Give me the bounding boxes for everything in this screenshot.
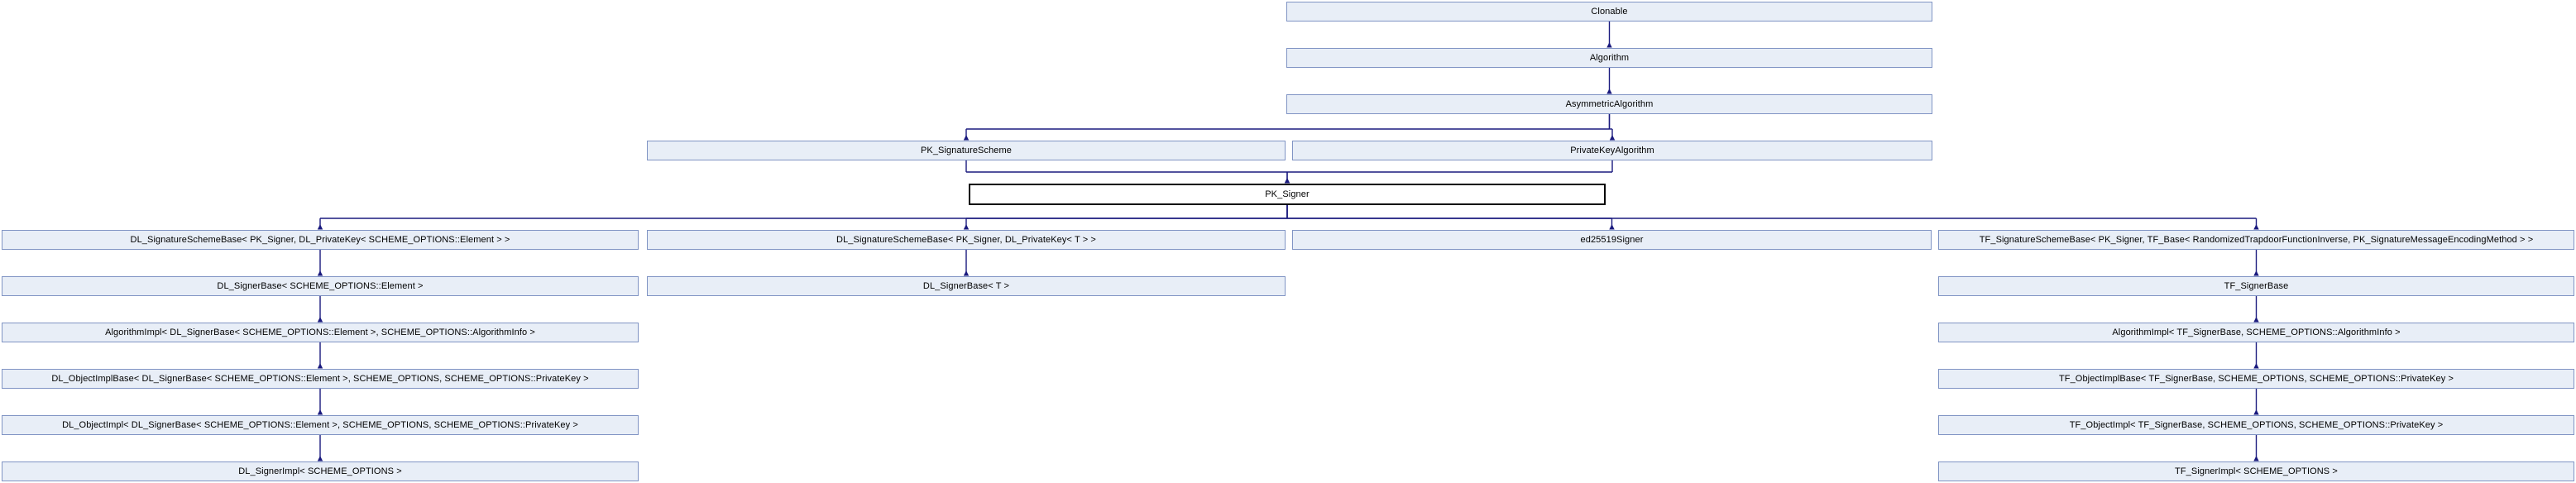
class-node-pk_sigscheme[interactable]: PK_SignatureScheme [647,141,1286,160]
class-node-dl_sigschemebase_t[interactable]: DL_SignatureSchemeBase< PK_Signer, DL_Pr… [647,230,1286,250]
class-node-label: Algorithm [1589,52,1630,63]
class-node-dl_objimpl[interactable]: DL_ObjectImpl< DL_SignerBase< SCHEME_OPT… [2,415,639,435]
class-node-algorithm[interactable]: Algorithm [1286,48,1932,68]
class-node-label: DL_ObjectImplBase< DL_SignerBase< SCHEME… [51,373,589,384]
class-node-dl_signerimpl[interactable]: DL_SignerImpl< SCHEME_OPTIONS > [2,461,639,481]
class-node-privatekeyalg[interactable]: PrivateKeyAlgorithm [1292,141,1932,160]
class-node-label: Clonable [1591,6,1628,17]
class-node-pk_signer[interactable]: PK_Signer [969,184,1606,205]
class-node-tf_objimpl[interactable]: TF_ObjectImpl< TF_SignerBase, SCHEME_OPT… [1938,415,2574,435]
class-node-dl_signerbase_t[interactable]: DL_SignerBase< T > [647,276,1286,296]
class-node-label: DL_SignerImpl< SCHEME_OPTIONS > [238,466,402,476]
class-node-tf_objimplbase[interactable]: TF_ObjectImplBase< TF_SignerBase, SCHEME… [1938,369,2574,389]
class-node-label: AsymmetricAlgorithm [1565,98,1654,109]
class-node-label: DL_SignerBase< SCHEME_OPTIONS::Element > [217,280,424,291]
class-node-label: TF_ObjectImpl< TF_SignerBase, SCHEME_OPT… [2069,419,2444,430]
class-node-dl_sigschemebase_el[interactable]: DL_SignatureSchemeBase< PK_Signer, DL_Pr… [2,230,639,250]
class-node-dl_objimplbase[interactable]: DL_ObjectImplBase< DL_SignerBase< SCHEME… [2,369,639,389]
class-node-label: TF_ObjectImplBase< TF_SignerBase, SCHEME… [2058,373,2454,384]
class-node-ed25519signer[interactable]: ed25519Signer [1292,230,1932,250]
class-node-label: DL_ObjectImpl< DL_SignerBase< SCHEME_OPT… [62,419,578,430]
class-node-label: PK_Signer [1265,189,1310,199]
class-node-tf_signerbase[interactable]: TF_SignerBase [1938,276,2574,296]
class-node-dl_signerbase_el[interactable]: DL_SignerBase< SCHEME_OPTIONS::Element > [2,276,639,296]
class-node-label: TF_SignerBase [2224,280,2289,291]
class-node-asymmetric[interactable]: AsymmetricAlgorithm [1286,94,1932,114]
class-node-label: AlgorithmImpl< DL_SignerBase< SCHEME_OPT… [105,327,535,337]
class-node-tf_signerimpl[interactable]: TF_SignerImpl< SCHEME_OPTIONS > [1938,461,2574,481]
class-node-label: AlgorithmImpl< TF_SignerBase, SCHEME_OPT… [2112,327,2401,337]
class-node-tf_sigschemebase[interactable]: TF_SignatureSchemeBase< PK_Signer, TF_Ba… [1938,230,2574,250]
class-node-label: ed25519Signer [1580,234,1644,245]
class-node-label: PK_SignatureScheme [920,145,1013,155]
class-node-label: TF_SignatureSchemeBase< PK_Signer, TF_Ba… [1979,234,2534,245]
class-node-label: PrivateKeyAlgorithm [1570,145,1654,155]
class-node-algimpl_dl[interactable]: AlgorithmImpl< DL_SignerBase< SCHEME_OPT… [2,323,639,342]
class-node-label: DL_SignatureSchemeBase< PK_Signer, DL_Pr… [130,234,510,245]
class-node-algimpl_tf[interactable]: AlgorithmImpl< TF_SignerBase, SCHEME_OPT… [1938,323,2574,342]
class-node-label: TF_SignerImpl< SCHEME_OPTIONS > [2175,466,2338,476]
class-node-label: DL_SignatureSchemeBase< PK_Signer, DL_Pr… [836,234,1096,245]
class-node-label: DL_SignerBase< T > [922,280,1010,291]
class-node-clonable[interactable]: Clonable [1286,2,1932,22]
